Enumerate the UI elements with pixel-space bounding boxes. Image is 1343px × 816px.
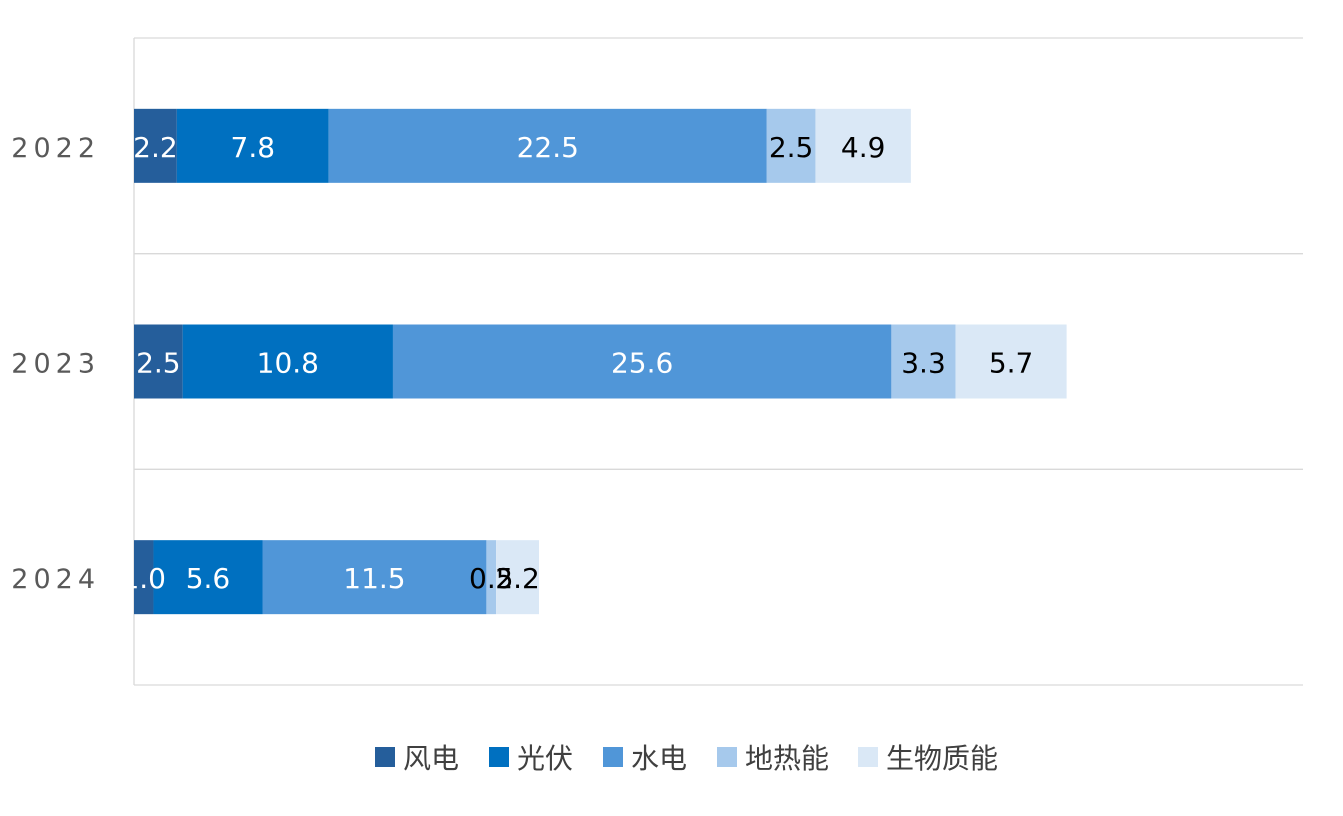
bars-layer — [134, 108, 1067, 615]
legend: 风电 光伏 水电 地热能 生物质能 — [375, 742, 998, 775]
legend-swatch — [603, 747, 623, 767]
bar-segment — [153, 540, 263, 615]
bar-segment — [134, 108, 177, 183]
bar-segment — [766, 108, 816, 183]
bar-segment — [262, 540, 487, 615]
data-label: 2.2 — [495, 562, 540, 595]
bar-segment — [815, 108, 911, 183]
data-label: 4.9 — [841, 131, 886, 164]
legend-swatch — [858, 747, 878, 767]
legend-label: 光伏 — [517, 742, 573, 775]
data-label: 25.6 — [611, 347, 673, 380]
legend-label: 水电 — [631, 742, 687, 775]
data-label: 11.5 — [343, 562, 405, 595]
legend-label: 风电 — [403, 742, 459, 775]
data-label: 22.5 — [517, 131, 579, 164]
data-label: 7.8 — [231, 131, 276, 164]
bar-segment — [955, 324, 1067, 399]
data-label: 5.6 — [186, 562, 231, 595]
y-axis-tick-labels: 2022 2023 2024 — [11, 133, 100, 595]
legend-label: 地热能 — [745, 742, 829, 775]
data-label: 3.3 — [901, 347, 946, 380]
legend-swatch — [717, 747, 737, 767]
data-label: 2.5 — [136, 347, 181, 380]
data-label: 1.0 — [121, 562, 166, 595]
bar-segment — [486, 540, 497, 615]
data-label: 0.5 — [469, 562, 514, 595]
y-tick-label: 2022 — [11, 133, 100, 164]
bar-segment — [328, 108, 767, 183]
bar-segment — [392, 324, 892, 399]
y-tick-label: 2024 — [11, 564, 100, 595]
bar-segment — [496, 540, 539, 615]
bar-segment — [176, 108, 329, 183]
bar-segment — [891, 324, 956, 399]
data-label: 2.5 — [769, 131, 814, 164]
bar-segment — [182, 324, 393, 399]
data-label: 10.8 — [257, 347, 319, 380]
data-label: 5.7 — [989, 347, 1034, 380]
bar-segment — [134, 324, 183, 399]
legend-label: 生物质能 — [886, 742, 998, 775]
legend-swatch — [375, 747, 395, 767]
bar-segment — [134, 540, 154, 615]
y-tick-label: 2023 — [11, 349, 100, 380]
data-label: 2.2 — [133, 131, 178, 164]
data-labels-layer: 2.2 7.8 22.5 2.5 4.9 2.5 10.8 25.6 3.3 5.7 1.0 5.6 1… — [121, 131, 1033, 595]
legend-swatch — [489, 747, 509, 767]
